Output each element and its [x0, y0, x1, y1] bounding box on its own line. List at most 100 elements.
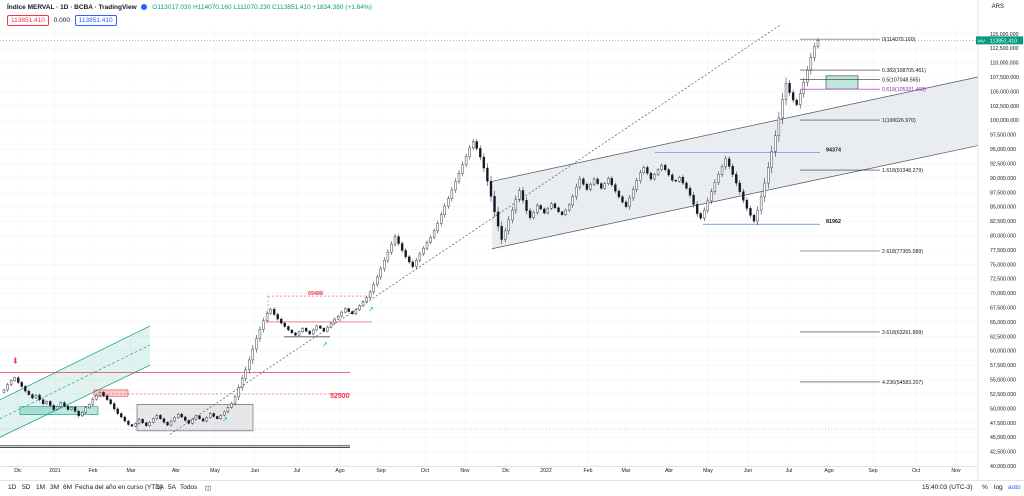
- time-tick-label: Mar: [127, 468, 136, 474]
- candle-body: [738, 182, 741, 192]
- candle-body: [674, 179, 677, 182]
- candle-body: [450, 189, 454, 199]
- price-tick-label: 82,500.000: [990, 219, 1016, 225]
- candle-body: [692, 194, 695, 205]
- candle-body: [194, 415, 198, 420]
- candle-body: [6, 384, 9, 391]
- candle-body: [13, 377, 16, 381]
- candle-body: [184, 416, 187, 421]
- candle-body: [386, 251, 390, 261]
- candle-body: [269, 309, 272, 314]
- fib-level-label: 1.618(91348.279): [882, 168, 923, 174]
- candle-body: [152, 418, 155, 423]
- time-tick-label: Nov: [951, 468, 961, 474]
- candle-body: [205, 417, 208, 422]
- candle-body: [472, 141, 475, 149]
- candle-body: [354, 309, 358, 315]
- range-6m-button[interactable]: 6M: [63, 484, 73, 491]
- up-arrow-icon: ↗: [222, 417, 228, 424]
- buy-button[interactable]: 113851.410: [74, 15, 117, 26]
- candle-body: [127, 420, 130, 425]
- candle-body: [816, 40, 820, 47]
- candle-body: [614, 184, 617, 192]
- candle-body: [468, 147, 471, 157]
- candle-body: [358, 305, 361, 311]
- candle-body: [145, 422, 148, 426]
- candle-body: [617, 190, 621, 198]
- candle-body: [173, 417, 176, 422]
- symbol-title[interactable]: Índice MERVAL · 1D · BCBA · TradingView …: [7, 4, 372, 11]
- time-tick-label: 2022: [540, 468, 552, 474]
- candle-body: [162, 418, 166, 423]
- candle-body: [297, 331, 301, 336]
- date-range-icon[interactable]: ◫: [205, 485, 212, 492]
- candle-body: [418, 253, 422, 261]
- resistance-box: [93, 389, 129, 397]
- candle-body: [720, 166, 724, 175]
- candle-body: [432, 230, 436, 238]
- candle-body: [699, 213, 702, 219]
- range-1y-button[interactable]: 1A: [156, 484, 164, 491]
- time-tick-label: May: [703, 468, 713, 474]
- candle-body: [656, 169, 660, 175]
- time-tick-label: Jun: [744, 468, 752, 474]
- candle-body: [784, 83, 788, 100]
- price-tick-label: 45,000.000: [990, 435, 1016, 441]
- clock-timezone[interactable]: 15:40:03 (UTC-3): [922, 484, 973, 491]
- range-5y-button[interactable]: 5A: [168, 484, 176, 491]
- candle-body: [95, 394, 98, 400]
- auto-toggle[interactable]: auto: [1008, 484, 1021, 491]
- chart-drawings: [0, 24, 979, 448]
- candle-body: [624, 201, 628, 207]
- range-ytd-button[interactable]: Fecha del año en curso (YTD): [75, 484, 163, 491]
- time-tick-label: Ago: [824, 468, 833, 474]
- candle-body: [81, 412, 84, 417]
- log-toggle[interactable]: log: [994, 484, 1003, 491]
- candle-body: [347, 308, 350, 312]
- candle-body: [635, 180, 638, 190]
- candle-body: [727, 158, 731, 167]
- candle-body: [27, 390, 31, 395]
- candle-body: [400, 243, 404, 251]
- price-tick-label: 62,500.000: [990, 334, 1016, 340]
- candle-body: [130, 424, 134, 427]
- range-all-button[interactable]: Todos: [180, 484, 198, 491]
- candle-body: [105, 395, 109, 400]
- candle-body: [642, 167, 646, 173]
- chart-grid: [0, 28, 978, 467]
- symbol-name: Índice MERVAL · 1D · BCBA · TradingView: [7, 4, 137, 11]
- range-1d-button[interactable]: 1D: [8, 484, 17, 491]
- candle-body: [564, 209, 567, 215]
- price-tick-label: 72,500.000: [990, 277, 1016, 283]
- channel-lower-2022: [491, 145, 979, 250]
- candle-body: [436, 223, 439, 232]
- candle-body: [113, 403, 116, 410]
- candle-body: [116, 408, 119, 414]
- candle-body: [312, 329, 315, 335]
- candle-body: [240, 378, 244, 388]
- range-5d-button[interactable]: 5D: [22, 484, 31, 491]
- time-tick-label: Jul: [294, 468, 301, 474]
- candle-body: [777, 117, 781, 136]
- price-tick-label: 40,000.000: [990, 464, 1016, 470]
- candle-body: [429, 237, 432, 243]
- bottom-toolbar: 1D 5D 1M 3M 6M Fecha del año en curso (Y…: [0, 480, 1024, 496]
- candle-body: [475, 141, 478, 149]
- time-tick-label: Sep: [376, 468, 385, 474]
- target-box: [825, 75, 859, 90]
- candle-body: [582, 178, 585, 185]
- last-price-bg: [989, 36, 1023, 45]
- support-box: [19, 406, 99, 416]
- candle-body: [791, 92, 795, 101]
- range-1m-button[interactable]: 1M: [36, 484, 46, 491]
- fib-level-label: 0.382(108705.461): [882, 68, 926, 74]
- range-3m-button[interactable]: 3M: [50, 484, 60, 491]
- candle-body: [443, 205, 446, 215]
- percent-toggle[interactable]: %: [982, 484, 988, 491]
- price-tick-label: 70,000.000: [990, 291, 1016, 297]
- candle-body: [294, 332, 297, 336]
- candle-body: [2, 389, 6, 393]
- sell-button[interactable]: 113851.410: [7, 15, 49, 26]
- candle-body: [226, 407, 230, 413]
